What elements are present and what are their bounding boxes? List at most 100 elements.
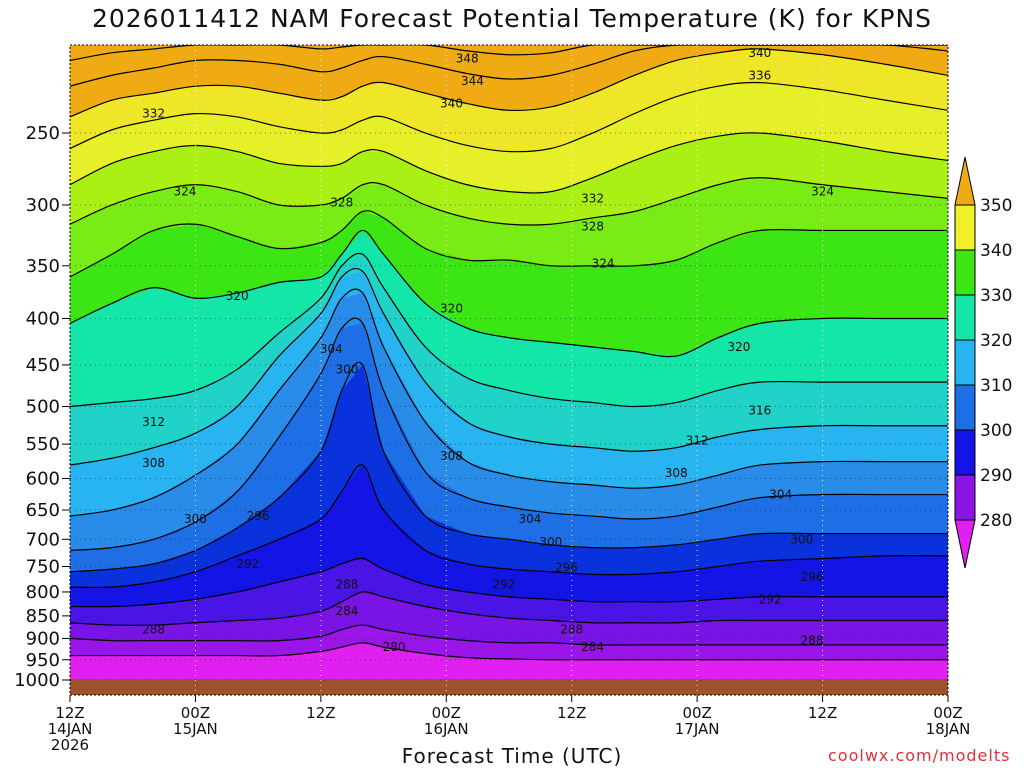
contour-label-300: 300 — [790, 532, 813, 546]
colorbar: 280 290 300 310 320 330 340 350 — [954, 156, 1012, 569]
band-fill-344 — [70, 45, 948, 87]
x-tick-label: 12Z — [306, 704, 335, 722]
contour-label-320: 320 — [727, 340, 750, 354]
contour-label-320: 320 — [440, 301, 463, 315]
contour-line-312 — [70, 268, 948, 466]
credit-link[interactable]: coolwx.com/modelts — [828, 746, 1011, 765]
x-tick-label: 2026 — [51, 736, 89, 754]
contour-line-332 — [70, 132, 948, 194]
colorbar-band-310 — [954, 339, 976, 386]
colorbar-label: 280 — [980, 511, 1012, 531]
contour-label-284: 284 — [581, 640, 604, 654]
contour-label-348: 348 — [456, 52, 479, 66]
contour-label-332: 332 — [581, 191, 604, 205]
x-tick-label: 12Z — [557, 704, 586, 722]
band-fill-348 — [70, 45, 948, 61]
x-tick-label: 17JAN — [675, 720, 720, 738]
colorbar-label: 330 — [980, 286, 1012, 306]
colorbar-label: 300 — [980, 421, 1012, 441]
contour-label-292: 292 — [759, 592, 782, 606]
y-tick-label: 450 — [26, 355, 60, 376]
contour-labels: 348 344 340 340 336 332 324 328 332 328 324 324 320 3… — [142, 46, 834, 654]
y-tick-label: 950 — [26, 650, 60, 671]
contour-label-304: 304 — [769, 488, 792, 502]
contour-line-304 — [70, 317, 948, 551]
contour-line-308 — [70, 288, 948, 517]
contour-label-296: 296 — [247, 509, 270, 523]
ground-surface — [70, 679, 948, 695]
y-tick-label: 650 — [26, 500, 60, 521]
x-tick-label: 00Z — [933, 704, 962, 722]
x-tick-label: 00Z — [682, 704, 711, 722]
y-tick-label: 700 — [26, 529, 60, 550]
contour-label-296: 296 — [801, 570, 824, 584]
y-tick-label: 250 — [26, 123, 60, 144]
y-tick-label: 900 — [26, 628, 60, 649]
contour-label-328: 328 — [330, 195, 353, 209]
contour-label-312: 312 — [686, 434, 709, 448]
contour-label-324: 324 — [174, 185, 197, 199]
x-tick-label: 00Z — [181, 704, 210, 722]
y-tick-label: 750 — [26, 556, 60, 577]
contour-label-324: 324 — [811, 185, 834, 199]
contour-label-316: 316 — [748, 403, 771, 417]
colorbar-label: 350 — [980, 196, 1012, 216]
y-tick-label: 850 — [26, 606, 60, 627]
contour-line-296 — [70, 464, 948, 588]
contour-label-328: 328 — [581, 220, 604, 234]
contour-label-308: 308 — [440, 449, 463, 463]
contour-label-340: 340 — [748, 46, 771, 60]
contour-label-288: 288 — [142, 623, 165, 637]
contour-label-288: 288 — [336, 577, 359, 591]
colorbar-label: 320 — [980, 331, 1012, 351]
contour-label-344: 344 — [461, 74, 484, 88]
colorbar-label: 340 — [980, 241, 1012, 261]
colorbar-band-330 — [954, 249, 976, 296]
contour-line-340 — [70, 48, 948, 118]
contour-label-280: 280 — [383, 640, 406, 654]
ground-layer — [70, 679, 948, 695]
filled-contours — [70, 45, 948, 680]
y-tick-label: 800 — [26, 582, 60, 603]
y-tick-label: 350 — [26, 256, 60, 277]
x-tick-label: 16JAN — [424, 720, 469, 738]
contour-label-296: 296 — [555, 561, 578, 575]
contour-label-332: 332 — [142, 107, 165, 121]
contour-label-324: 324 — [592, 257, 615, 271]
y-tick-label: 1000 — [14, 670, 60, 691]
x-tick-label: 15JAN — [173, 720, 218, 738]
x-tick-label: 00Z — [432, 704, 461, 722]
contour-line-300 — [70, 361, 948, 573]
colorbar-band-340 — [954, 204, 976, 251]
contour-label-288: 288 — [560, 623, 583, 637]
contour-label-304: 304 — [320, 342, 343, 356]
x-axis-title: Forecast Time (UTC) — [401, 744, 623, 768]
x-tick-label: 12Z — [55, 704, 84, 722]
colorbar-label: 290 — [980, 466, 1012, 486]
contour-line-328 — [70, 177, 948, 226]
contour-label-292: 292 — [492, 577, 515, 591]
contour-line-336 — [70, 81, 948, 153]
x-tick-label: 14JAN — [48, 720, 93, 738]
y-tick-label: 400 — [26, 308, 60, 329]
y-tick-label: 600 — [26, 468, 60, 489]
contour-line-344 — [70, 45, 948, 87]
y-tick-label: 500 — [26, 397, 60, 418]
chart-title: 2026011412 NAM Forecast Potential Temper… — [91, 4, 933, 33]
contour-label-340: 340 — [440, 97, 463, 111]
y-tick-label: 550 — [26, 434, 60, 455]
contour-label-288: 288 — [801, 634, 824, 648]
contour-label-300: 300 — [184, 512, 207, 526]
colorbar-band-280 — [954, 474, 976, 521]
colorbar-band-320 — [954, 294, 976, 341]
colorbar-band-300 — [954, 384, 976, 431]
y-tick-label: 300 — [26, 195, 60, 216]
contour-label-304: 304 — [518, 512, 541, 526]
contour-label-292: 292 — [236, 557, 259, 571]
colorbar-band-290 — [954, 429, 976, 476]
contour-label-300: 300 — [336, 362, 359, 376]
colorbar-arrow-top — [954, 156, 976, 206]
contour-label-308: 308 — [142, 456, 165, 470]
